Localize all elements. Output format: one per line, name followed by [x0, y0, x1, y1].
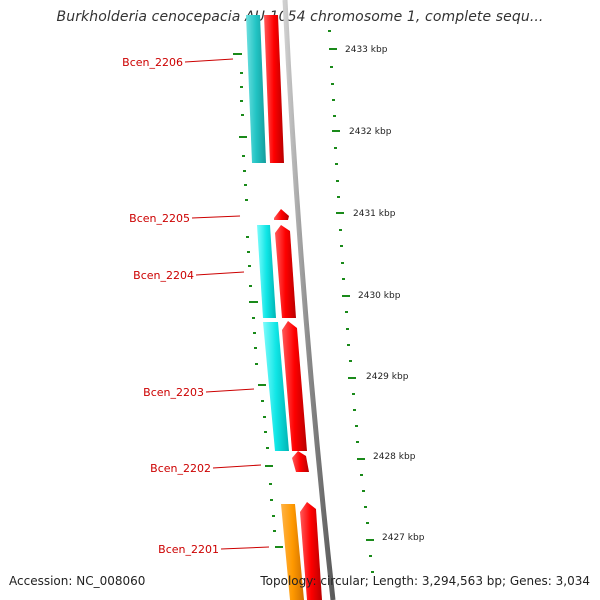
reverse-cds-bcen-2203[interactable]: [263, 322, 289, 451]
gene-leader-bcen-2201: [220, 546, 270, 550]
ruler-label-2427: 2427 kbp: [382, 533, 425, 543]
gene-leader-bcen-2204: [195, 271, 245, 276]
ruler-label-2430: 2430 kbp: [358, 291, 401, 301]
ruler-label-group: 2433 kbp 2432 kbp 2431 kbp 2430 kbp 2429…: [345, 45, 425, 543]
inner-tick-track: [233, 53, 283, 548]
gene-label-bcen-2202[interactable]: Bcen_2202: [150, 462, 211, 475]
ruler-label-2429: 2429 kbp: [366, 372, 409, 382]
gene-label-bcen-2201[interactable]: Bcen_2201: [158, 543, 219, 556]
gene-leader-bcen-2202: [212, 464, 262, 469]
ruler-track: [328, 30, 374, 573]
ruler-label-2432: 2432 kbp: [349, 127, 392, 137]
gene-leader-bcen-2205: [191, 215, 241, 219]
ruler-label-2433: 2433 kbp: [345, 45, 388, 55]
map-title: Burkholderia cenocepacia AU 1054 chromos…: [56, 9, 544, 25]
accession-text: Accession: NC_008060: [9, 574, 146, 588]
forward-cds-bcen-2204[interactable]: [275, 225, 296, 318]
gene-label-bcen-2203[interactable]: Bcen_2203: [143, 386, 204, 399]
topology-summary: Topology: circular; Length: 3,294,563 bp…: [260, 574, 590, 588]
reverse-cds-bcen-2204[interactable]: [257, 225, 276, 318]
forward-cds-bcen-2206[interactable]: [264, 15, 284, 163]
forward-cds-bcen-2203[interactable]: [282, 321, 307, 451]
forward-cds-bcen-2201[interactable]: [300, 502, 322, 600]
gene-leader-bcen-2203: [205, 388, 255, 393]
forward-cds-bcen-2202[interactable]: [292, 451, 309, 472]
forward-cds-bcen-2205[interactable]: [274, 209, 289, 220]
reverse-cds-bcen-2206[interactable]: [246, 15, 266, 163]
chromosome-backbone: [282, 0, 336, 600]
gene-label-bcen-2204[interactable]: Bcen_2204: [133, 269, 194, 282]
ruler-label-2431: 2431 kbp: [353, 209, 396, 219]
gene-label-bcen-2206[interactable]: Bcen_2206: [122, 56, 183, 69]
orf-feature[interactable]: [281, 504, 304, 600]
gene-label-group: Bcen_2206 Bcen_2205 Bcen_2204 Bcen_2203 …: [122, 56, 270, 556]
gene-leader-bcen-2206: [184, 58, 234, 63]
forward-strand-track: [264, 15, 322, 600]
ruler-label-2428: 2428 kbp: [373, 452, 416, 462]
reverse-strand-track: [246, 15, 289, 451]
gene-label-bcen-2205[interactable]: Bcen_2205: [129, 212, 190, 225]
